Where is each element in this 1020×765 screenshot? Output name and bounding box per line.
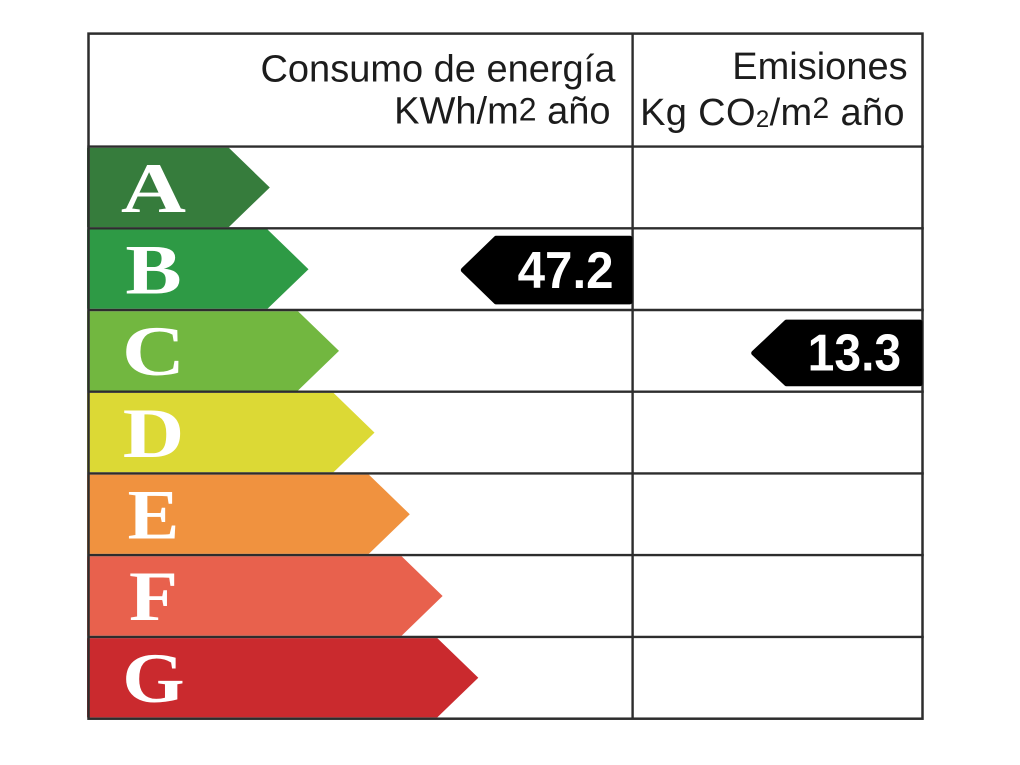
svg-text:G: G <box>122 639 184 718</box>
svg-text:47.2: 47.2 <box>518 242 614 300</box>
svg-text:B: B <box>125 230 181 309</box>
svg-text:Kg CO2/m2 año: Kg CO2/m2 año <box>640 92 905 134</box>
svg-text:Emisiones: Emisiones <box>732 46 907 88</box>
svg-text:Consumo de energía: Consumo de energía <box>260 48 616 90</box>
svg-text:13.3: 13.3 <box>808 324 902 382</box>
svg-text:C: C <box>122 313 185 392</box>
svg-text:F: F <box>129 557 178 636</box>
svg-text:KWh/m2 año: KWh/m2 año <box>394 90 610 132</box>
svg-text:A: A <box>121 149 186 228</box>
svg-text:D: D <box>123 393 185 472</box>
svg-text:E: E <box>128 476 180 554</box>
